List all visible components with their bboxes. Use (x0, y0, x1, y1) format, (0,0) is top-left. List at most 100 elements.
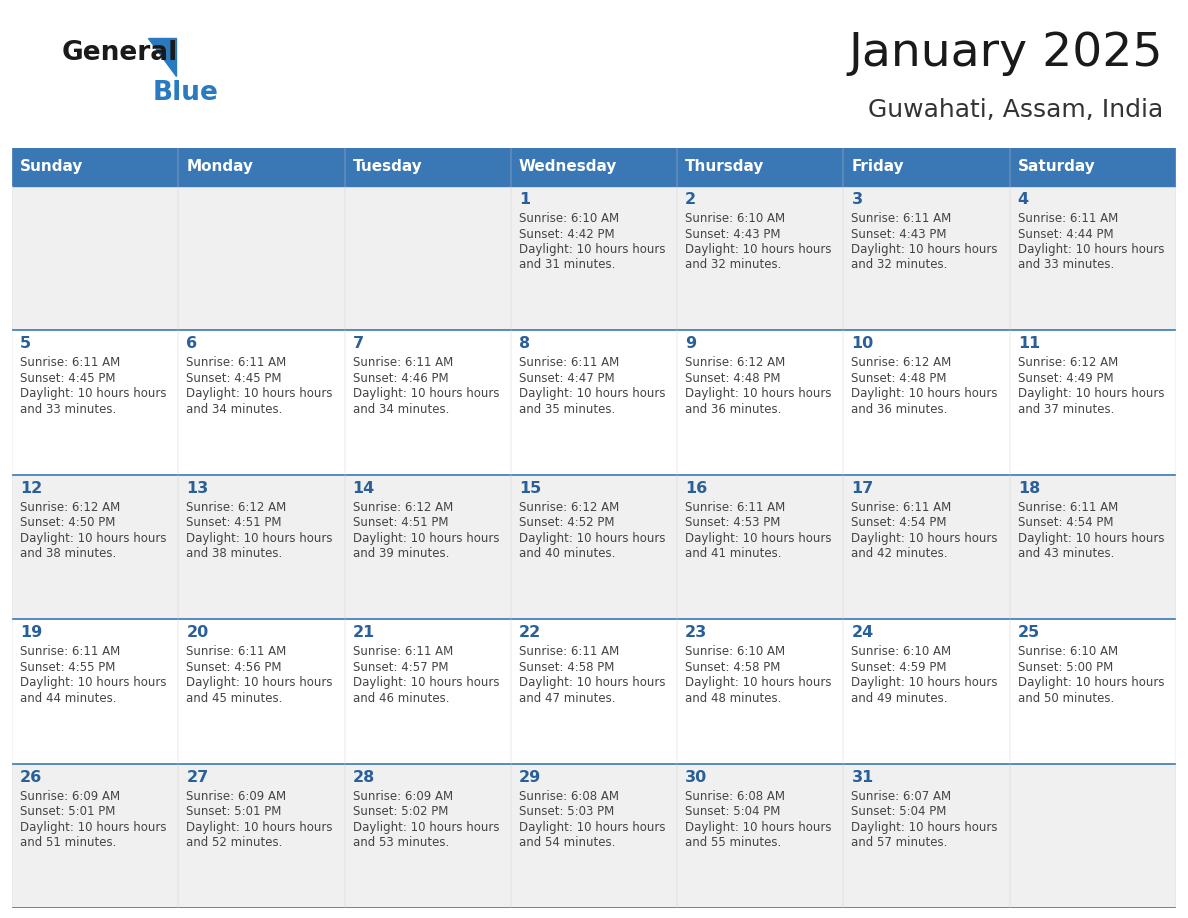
Text: Daylight: 10 hours hours: Daylight: 10 hours hours (20, 677, 166, 689)
Bar (511, 330, 677, 475)
Text: Sunrise: 6:11 AM: Sunrise: 6:11 AM (187, 645, 286, 658)
Text: Sunset: 4:55 PM: Sunset: 4:55 PM (20, 661, 115, 674)
Text: and 53 minutes.: and 53 minutes. (353, 836, 449, 849)
Text: Daylight: 10 hours hours: Daylight: 10 hours hours (187, 677, 333, 689)
Text: 13: 13 (187, 481, 209, 496)
Bar (843, 764, 1010, 908)
Text: Daylight: 10 hours hours: Daylight: 10 hours hours (519, 243, 665, 256)
Bar (12, 186, 178, 330)
Text: Sunrise: 6:09 AM: Sunrise: 6:09 AM (353, 789, 453, 802)
Text: Sunrise: 6:10 AM: Sunrise: 6:10 AM (852, 645, 952, 658)
Text: Daylight: 10 hours hours: Daylight: 10 hours hours (20, 821, 166, 834)
Text: and 32 minutes.: and 32 minutes. (685, 259, 782, 272)
Text: Sunset: 4:52 PM: Sunset: 4:52 PM (519, 516, 614, 530)
Text: 3: 3 (852, 192, 862, 207)
Text: January 2025: January 2025 (848, 30, 1163, 75)
Text: 11: 11 (1018, 336, 1040, 352)
Text: and 33 minutes.: and 33 minutes. (1018, 259, 1114, 272)
Text: Monday: Monday (187, 160, 253, 174)
Text: Daylight: 10 hours hours: Daylight: 10 hours hours (685, 387, 832, 400)
Text: and 38 minutes.: and 38 minutes. (20, 547, 116, 560)
Text: Sunset: 5:01 PM: Sunset: 5:01 PM (20, 805, 115, 818)
Text: Daylight: 10 hours hours: Daylight: 10 hours hours (519, 821, 665, 834)
Text: General: General (62, 40, 178, 66)
Text: 19: 19 (20, 625, 43, 640)
Text: Sunrise: 6:11 AM: Sunrise: 6:11 AM (1018, 212, 1118, 225)
Bar (1010, 330, 1176, 475)
Bar (345, 330, 511, 475)
Text: Sunset: 4:42 PM: Sunset: 4:42 PM (519, 228, 614, 241)
Text: 9: 9 (685, 336, 696, 352)
Text: 10: 10 (852, 336, 873, 352)
Text: 12: 12 (20, 481, 43, 496)
Text: Sunset: 5:02 PM: Sunset: 5:02 PM (353, 805, 448, 818)
Text: Daylight: 10 hours hours: Daylight: 10 hours hours (353, 677, 499, 689)
Text: and 54 minutes.: and 54 minutes. (519, 836, 615, 849)
Text: Sunset: 4:51 PM: Sunset: 4:51 PM (353, 516, 448, 530)
Text: Sunrise: 6:10 AM: Sunrise: 6:10 AM (685, 645, 785, 658)
Bar (178, 764, 345, 908)
Text: Daylight: 10 hours hours: Daylight: 10 hours hours (1018, 677, 1164, 689)
Text: Daylight: 10 hours hours: Daylight: 10 hours hours (852, 821, 998, 834)
Text: Blue: Blue (153, 80, 219, 106)
Text: Sunrise: 6:08 AM: Sunrise: 6:08 AM (519, 789, 619, 802)
Text: Daylight: 10 hours hours: Daylight: 10 hours hours (187, 532, 333, 544)
Text: Sunday: Sunday (20, 160, 83, 174)
Text: Sunrise: 6:10 AM: Sunrise: 6:10 AM (685, 212, 785, 225)
Text: Sunrise: 6:11 AM: Sunrise: 6:11 AM (685, 501, 785, 514)
Text: Daylight: 10 hours hours: Daylight: 10 hours hours (353, 387, 499, 400)
Text: Sunset: 4:56 PM: Sunset: 4:56 PM (187, 661, 282, 674)
Text: Sunset: 5:04 PM: Sunset: 5:04 PM (685, 805, 781, 818)
Text: Daylight: 10 hours hours: Daylight: 10 hours hours (1018, 387, 1164, 400)
Bar (12, 620, 178, 764)
Text: Sunrise: 6:11 AM: Sunrise: 6:11 AM (353, 645, 453, 658)
Text: and 37 minutes.: and 37 minutes. (1018, 403, 1114, 416)
Text: 16: 16 (685, 481, 707, 496)
Bar (345, 620, 511, 764)
Text: and 41 minutes.: and 41 minutes. (685, 547, 782, 560)
Text: and 43 minutes.: and 43 minutes. (1018, 547, 1114, 560)
Bar (1010, 764, 1176, 908)
Text: Sunrise: 6:11 AM: Sunrise: 6:11 AM (852, 501, 952, 514)
Bar (178, 475, 345, 620)
Text: Daylight: 10 hours hours: Daylight: 10 hours hours (519, 532, 665, 544)
Text: Sunrise: 6:12 AM: Sunrise: 6:12 AM (353, 501, 453, 514)
Text: Sunrise: 6:12 AM: Sunrise: 6:12 AM (685, 356, 785, 369)
Text: Sunrise: 6:11 AM: Sunrise: 6:11 AM (20, 356, 120, 369)
Text: Daylight: 10 hours hours: Daylight: 10 hours hours (20, 532, 166, 544)
Text: Sunrise: 6:11 AM: Sunrise: 6:11 AM (519, 645, 619, 658)
Text: Daylight: 10 hours hours: Daylight: 10 hours hours (353, 532, 499, 544)
Text: Sunset: 4:54 PM: Sunset: 4:54 PM (1018, 516, 1113, 530)
Bar (843, 330, 1010, 475)
Bar (511, 186, 677, 330)
Text: and 35 minutes.: and 35 minutes. (519, 403, 615, 416)
Text: Sunset: 4:54 PM: Sunset: 4:54 PM (852, 516, 947, 530)
Text: Daylight: 10 hours hours: Daylight: 10 hours hours (852, 243, 998, 256)
Text: and 57 minutes.: and 57 minutes. (852, 836, 948, 849)
Text: Thursday: Thursday (685, 160, 765, 174)
Bar (677, 186, 843, 330)
Text: and 51 minutes.: and 51 minutes. (20, 836, 116, 849)
Text: Daylight: 10 hours hours: Daylight: 10 hours hours (519, 387, 665, 400)
Text: Sunset: 5:03 PM: Sunset: 5:03 PM (519, 805, 614, 818)
Text: and 46 minutes.: and 46 minutes. (353, 691, 449, 705)
Text: Sunrise: 6:11 AM: Sunrise: 6:11 AM (353, 356, 453, 369)
Text: 31: 31 (852, 769, 873, 785)
Text: Wednesday: Wednesday (519, 160, 618, 174)
Text: 28: 28 (353, 769, 375, 785)
Bar (511, 764, 677, 908)
Text: and 33 minutes.: and 33 minutes. (20, 403, 116, 416)
Text: Daylight: 10 hours hours: Daylight: 10 hours hours (685, 821, 832, 834)
Text: 17: 17 (852, 481, 873, 496)
Text: 26: 26 (20, 769, 43, 785)
Bar (843, 475, 1010, 620)
Text: Sunrise: 6:12 AM: Sunrise: 6:12 AM (187, 501, 286, 514)
Bar (677, 620, 843, 764)
Text: 5: 5 (20, 336, 31, 352)
Text: 7: 7 (353, 336, 364, 352)
Text: and 31 minutes.: and 31 minutes. (519, 259, 615, 272)
Text: Sunset: 4:44 PM: Sunset: 4:44 PM (1018, 228, 1113, 241)
Text: 8: 8 (519, 336, 530, 352)
Text: Friday: Friday (852, 160, 904, 174)
Text: and 36 minutes.: and 36 minutes. (685, 403, 782, 416)
